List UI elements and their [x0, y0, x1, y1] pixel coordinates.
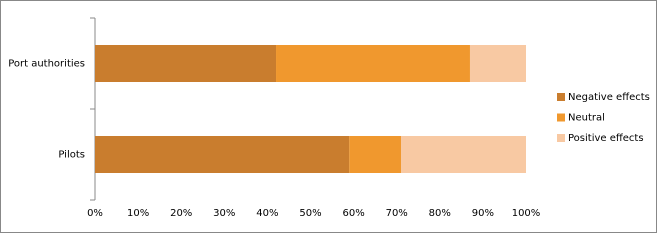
y-tick-label: Pilots — [58, 150, 85, 161]
bar-segment — [469, 45, 526, 82]
chart: 0% 10% 20% 30% 40% 50% 60% 70% 80% 90% 100% Port au… — [0, 0, 657, 233]
bar-segment — [401, 136, 526, 173]
bar-segment — [95, 45, 277, 82]
bar-segment — [349, 136, 402, 173]
legend-swatch — [557, 134, 565, 142]
legend-swatch — [557, 113, 565, 122]
legend-label: Negative effects — [568, 92, 650, 103]
x-tick-label: 30% — [213, 208, 235, 219]
bar-segment — [95, 136, 350, 173]
legend-swatch — [557, 93, 565, 101]
x-tick-label: 60% — [342, 208, 364, 219]
chart-border — [0, 0, 657, 233]
x-tick-label: 10% — [127, 208, 149, 219]
x-tick-label: 20% — [170, 208, 192, 219]
legend-label: Positive effects — [568, 133, 644, 144]
x-tick-label: 40% — [256, 208, 278, 219]
x-tick-label: 70% — [386, 208, 408, 219]
x-tick-label: 100% — [512, 208, 541, 219]
legend-label: Neutral — [568, 113, 605, 124]
x-tick-label: 50% — [299, 208, 321, 219]
x-tick-label: 80% — [429, 208, 451, 219]
bar-segment — [276, 45, 470, 82]
x-tick-label: 0% — [87, 208, 103, 219]
y-tick-label: Port authorities — [8, 59, 85, 70]
x-tick-label: 90% — [472, 208, 494, 219]
